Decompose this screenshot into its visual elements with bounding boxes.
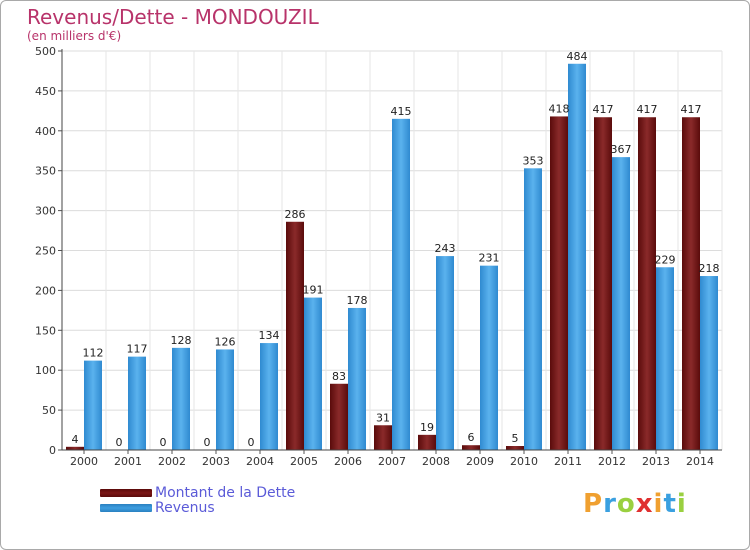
logo-letter: P xyxy=(583,489,604,519)
value-label-revenus: 134 xyxy=(259,329,280,342)
value-label-revenus: 128 xyxy=(171,334,192,347)
x-tick-label: 2002 xyxy=(158,455,186,468)
value-label-revenus: 243 xyxy=(435,242,456,255)
x-tick-label: 2000 xyxy=(70,455,98,468)
y-tick-label: 500 xyxy=(35,45,56,58)
bar-dette xyxy=(506,446,524,450)
value-label-dette: 417 xyxy=(593,103,614,116)
value-label-dette: 286 xyxy=(285,208,306,221)
x-tick-label: 2005 xyxy=(290,455,318,468)
value-label-dette: 0 xyxy=(204,436,211,449)
value-label-dette: 417 xyxy=(637,103,658,116)
value-label-dette: 19 xyxy=(420,421,434,434)
logo-letter: i xyxy=(653,489,664,519)
bar-dette xyxy=(66,446,84,450)
value-label-revenus: 112 xyxy=(83,347,104,360)
value-label-revenus: 191 xyxy=(303,284,324,297)
bar-dette xyxy=(550,116,568,450)
bar-revenus xyxy=(304,297,322,450)
logo-letter: t xyxy=(663,489,677,519)
value-label-dette: 418 xyxy=(549,102,570,115)
value-label-dette: 4 xyxy=(72,433,79,446)
bar-revenus xyxy=(128,356,146,450)
value-label-revenus: 231 xyxy=(479,252,500,265)
y-tick-label: 100 xyxy=(35,364,56,377)
logo-letter: o xyxy=(616,489,636,519)
bar-revenus xyxy=(216,349,234,450)
x-tick-label: 2010 xyxy=(510,455,538,468)
value-label-revenus: 353 xyxy=(523,154,544,167)
bar-revenus xyxy=(568,63,586,450)
y-tick-label: 400 xyxy=(35,125,56,138)
legend-swatch-revenus xyxy=(100,504,152,512)
value-label-revenus: 178 xyxy=(347,294,368,307)
value-label-revenus: 415 xyxy=(391,105,412,118)
value-label-dette: 83 xyxy=(332,370,346,383)
bar-revenus xyxy=(172,347,190,450)
value-label-revenus: 229 xyxy=(655,253,676,266)
value-label-dette: 0 xyxy=(248,436,255,449)
bar-revenus xyxy=(84,360,102,450)
bar-revenus xyxy=(480,265,498,450)
x-tick-label: 2011 xyxy=(554,455,582,468)
bar-revenus xyxy=(348,307,366,450)
value-label-revenus: 126 xyxy=(215,335,236,348)
bar-revenus xyxy=(656,267,674,450)
y-tick-label: 50 xyxy=(42,404,56,417)
x-tick-label: 2009 xyxy=(466,455,494,468)
x-tick-label: 2012 xyxy=(598,455,626,468)
x-tick-label: 2001 xyxy=(114,455,142,468)
bar-revenus xyxy=(700,276,718,450)
logo-letter: r xyxy=(603,489,617,519)
y-tick-label: 350 xyxy=(35,165,56,178)
legend-label-revenus: Revenus xyxy=(155,500,215,516)
legend-label-dette: Montant de la Dette xyxy=(155,485,296,501)
legend-swatch-dette xyxy=(100,489,152,497)
bar-dette xyxy=(682,117,700,450)
y-tick-label: 250 xyxy=(35,245,56,258)
chart-subtitle: (en milliers d'€) xyxy=(27,29,122,43)
value-label-dette: 6 xyxy=(468,431,475,444)
x-tick-label: 2007 xyxy=(378,455,406,468)
bar-dette xyxy=(286,221,304,450)
value-label-dette: 31 xyxy=(376,411,390,424)
chart-title: Revenus/Dette - MONDOUZIL xyxy=(27,5,319,29)
bar-dette xyxy=(374,425,392,450)
value-label-dette: 417 xyxy=(681,103,702,116)
logo-letter: i xyxy=(676,489,687,519)
value-label-revenus: 117 xyxy=(127,343,148,356)
bar-dette xyxy=(638,117,656,450)
bar-revenus xyxy=(436,256,454,450)
x-tick-label: 2003 xyxy=(202,455,230,468)
bar-dette xyxy=(462,445,480,450)
value-label-revenus: 367 xyxy=(611,143,632,156)
bar-revenus xyxy=(524,168,542,450)
value-label-dette: 5 xyxy=(512,432,519,445)
bar-revenus xyxy=(392,118,410,450)
y-tick-label: 0 xyxy=(49,444,56,457)
logo-letter: x xyxy=(635,489,654,519)
proxiti-logo: Proxiti xyxy=(583,489,687,519)
bar-revenus xyxy=(612,157,630,450)
y-tick-label: 150 xyxy=(35,324,56,337)
x-tick-label: 2006 xyxy=(334,455,362,468)
value-label-dette: 0 xyxy=(116,436,123,449)
bar-revenus xyxy=(260,343,278,450)
value-label-revenus: 484 xyxy=(567,50,588,63)
y-tick-label: 300 xyxy=(35,205,56,218)
y-tick-label: 450 xyxy=(35,85,56,98)
value-label-dette: 0 xyxy=(160,436,167,449)
bar-dette xyxy=(594,117,612,450)
x-tick-label: 2013 xyxy=(642,455,670,468)
value-label-revenus: 218 xyxy=(699,262,720,275)
x-tick-label: 2014 xyxy=(686,455,714,468)
bar-dette xyxy=(330,383,348,450)
x-tick-label: 2004 xyxy=(246,455,274,468)
x-tick-label: 2008 xyxy=(422,455,450,468)
bar-dette xyxy=(418,434,436,450)
y-tick-label: 200 xyxy=(35,284,56,297)
